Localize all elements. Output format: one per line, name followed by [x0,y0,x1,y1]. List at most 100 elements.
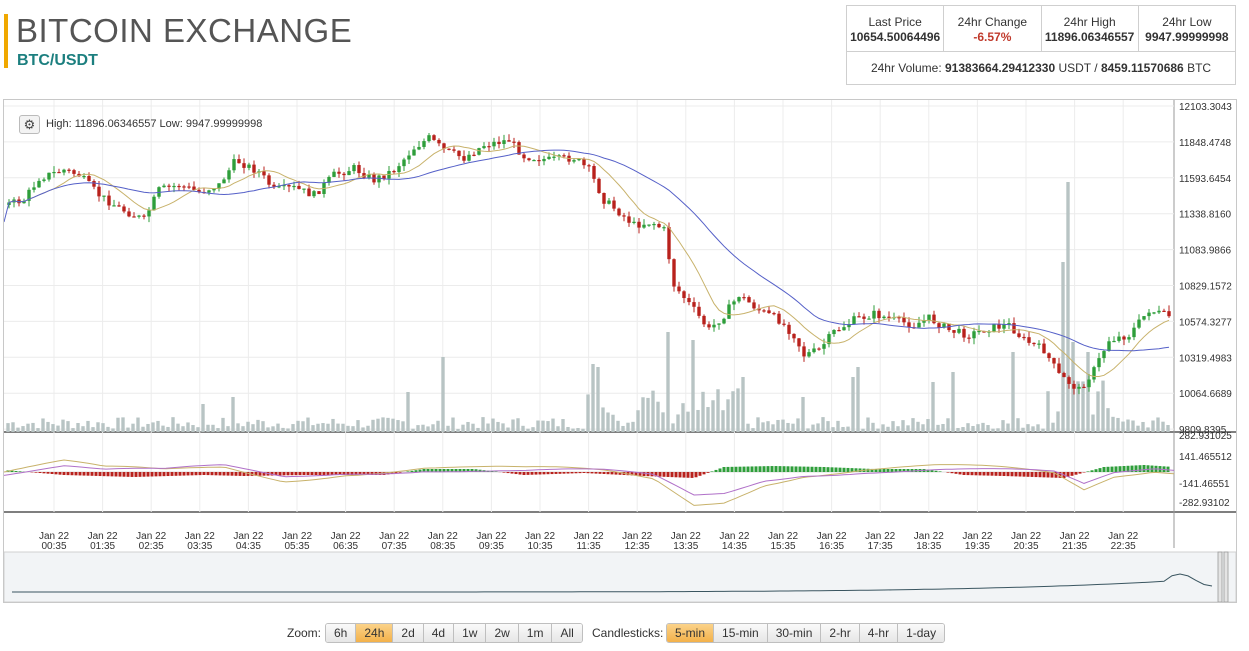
volume-bar [401,421,405,432]
candle-body [797,338,801,347]
macd-histogram-bar [46,472,50,474]
volume-bar [386,417,390,432]
volume-bar [531,427,535,432]
candle-body [102,195,106,197]
volume-bar [1091,414,1095,432]
volume-bar [736,388,740,432]
macd-histogram-bar [306,472,310,475]
volume-bar [156,420,160,432]
volume-bar [116,417,120,432]
macd-histogram-bar [702,472,706,475]
candle-body [1067,377,1071,384]
volume-bar [591,364,595,432]
zoom-6h-button[interactable]: 6h [326,624,357,642]
candle-body [927,314,931,321]
macd-histogram-bar [338,472,342,475]
macd-histogram-bar [590,472,594,474]
zoom-2w-button[interactable]: 2w [486,624,519,642]
macd-histogram-bar [278,472,282,476]
candle-body [537,159,541,162]
volume-bar [261,421,265,432]
volume-bar [396,420,400,432]
candle-body [507,140,511,142]
macd-histogram-bar [826,467,830,472]
macd-histogram-bar [322,472,326,475]
macd-histogram-bar [458,469,462,472]
macd-histogram-bar [614,472,618,475]
macd-histogram-bar [314,472,318,475]
candle-body [52,171,56,174]
macd-histogram-bar [1002,472,1006,476]
macd-histogram-bar [550,472,554,475]
macd-histogram-bar [662,472,666,477]
zoom-2d-button[interactable]: 2d [393,624,424,642]
last-price-cell: Last Price 10654.50064496 [847,6,945,51]
macd-histogram-bar [214,472,218,476]
macd-histogram-bar [558,472,562,474]
time-axis-time: 18:35 [916,541,941,552]
price-axis-label: 11338.8160 [1179,210,1232,221]
candle-body [742,297,746,299]
candles-5-min-button[interactable]: 5-min [667,624,715,642]
volume-bar [316,423,320,432]
candles-2-hr-button[interactable]: 2-hr [821,624,860,642]
candle-body [782,323,786,325]
candles-4-hr-button[interactable]: 4-hr [859,624,899,642]
candles-1-day-button[interactable]: 1-day [898,624,945,642]
zoom-1w-button[interactable]: 1w [454,624,487,642]
time-axis-date: Jan 22 [379,531,409,542]
volume-bar [221,417,225,432]
macd-histogram-bar [446,469,450,472]
zoom-24h-button[interactable]: 24h [356,624,394,642]
candles-15-min-button[interactable]: 15-min [714,624,768,642]
macd-histogram-bar [1050,472,1054,478]
zoom-4d-button[interactable]: 4d [423,624,455,642]
macd-histogram-bar [210,472,214,476]
volume-bar [376,418,380,432]
volume-bar [1131,420,1135,432]
candle-body [572,160,576,162]
time-axis-time: 08:35 [430,541,455,552]
volume-bar [241,426,245,432]
macd-histogram-bar [386,472,390,475]
price-chart[interactable]: 12103.3043 11848.4748 11593.6454 11338.8160… [3,99,1237,603]
candle-body [952,330,956,333]
macd-histogram-bar [806,466,810,472]
macd-histogram-bar [1094,469,1098,472]
macd-histogram-bar [158,472,162,477]
macd-histogram-bar [138,472,142,477]
macd-histogram-bar [1074,472,1078,475]
macd-histogram-bar [1082,472,1086,473]
macd-histogram-bar [1114,466,1118,472]
macd-histogram-bar [566,472,570,474]
gear-icon[interactable]: ⚙ [19,115,40,134]
zoom-1m-button[interactable]: 1m [518,624,553,642]
volume-bar [756,417,760,432]
chart-canvas[interactable]: 12103.3043 11848.4748 11593.6454 11338.8160… [4,100,1236,602]
volume-bar [271,426,275,432]
macd-histogram-bar [642,472,646,476]
candle-body [392,171,396,173]
volume-bar [946,418,950,432]
pair-label: BTC/USDT [17,52,98,69]
candle-body [962,328,966,338]
candles-30-min-button[interactable]: 30-min [767,624,822,642]
volume-bar [441,357,445,432]
zoom-all-button[interactable]: All [552,624,582,642]
volume-bar [806,428,810,432]
macd-histogram-bar [450,469,454,472]
volume-bar [1046,391,1050,432]
macd-histogram-bar [490,471,494,472]
volume-separator: / [1094,61,1098,75]
volume-bar [146,423,150,432]
candle-body [992,324,996,332]
macd-histogram-bar [118,472,122,477]
macd-histogram-bar [10,470,14,472]
macd-histogram-bar [262,472,266,476]
candle-body [332,171,336,177]
macd-histogram-bar [406,471,410,472]
candle-body [932,314,936,324]
macd-histogram-bar [502,472,506,473]
macd-histogram-bar [986,472,990,476]
candle-body [182,186,186,188]
